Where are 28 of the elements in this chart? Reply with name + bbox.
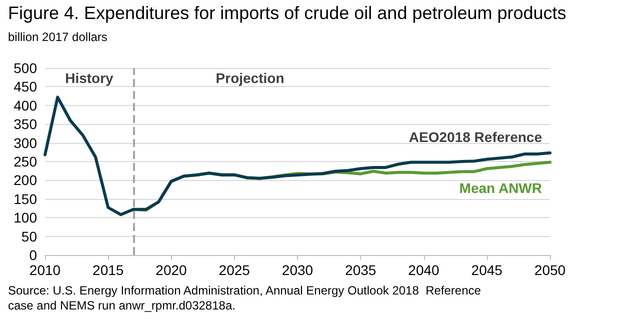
y-tick-label: 150 xyxy=(14,190,38,207)
y-tick-label: 250 xyxy=(14,154,38,170)
annotation: History xyxy=(65,70,114,86)
y-tick-label: 450 xyxy=(14,78,38,95)
y-tick-label: 350 xyxy=(14,116,38,132)
y-tick-label: 300 xyxy=(14,134,38,151)
x-tick-label: 2020 xyxy=(156,262,188,278)
x-tick-label: 2010 xyxy=(29,262,61,278)
chart-title: Figure 4. Expenditures for imports of crude oil and petroleum products xyxy=(8,3,566,23)
y-tick-label: 500 xyxy=(14,60,38,76)
y-tick-label: 50 xyxy=(21,228,38,244)
y-tick-label: 400 xyxy=(14,97,38,114)
y-tick-label: 200 xyxy=(14,172,38,188)
line-series xyxy=(44,96,552,216)
x-tick-label: 2040 xyxy=(408,262,440,278)
source-note: Source: U.S. Energy Information Administration, Annual Energy Outlook 2018 Reference case and NEMS run anwr_rpmr.d032818a. xyxy=(8,284,484,312)
x-tick-label: 2045 xyxy=(471,262,503,278)
x-tick-label: 2035 xyxy=(345,262,376,278)
y-tick-label: 100 xyxy=(14,210,38,226)
annotation: Projection xyxy=(216,70,284,86)
x-tick-label: 2050 xyxy=(534,262,566,278)
x-tick-label: 2015 xyxy=(92,262,124,278)
y-axis-title: billion 2017 dollars xyxy=(8,30,108,44)
x-tick-label: 2025 xyxy=(218,262,250,278)
series-label: Mean ANWR xyxy=(459,180,542,196)
y-tick-label: 0 xyxy=(29,247,38,263)
series-label: AEO2018 Reference xyxy=(408,128,542,145)
x-tick-label: 2030 xyxy=(282,262,314,278)
